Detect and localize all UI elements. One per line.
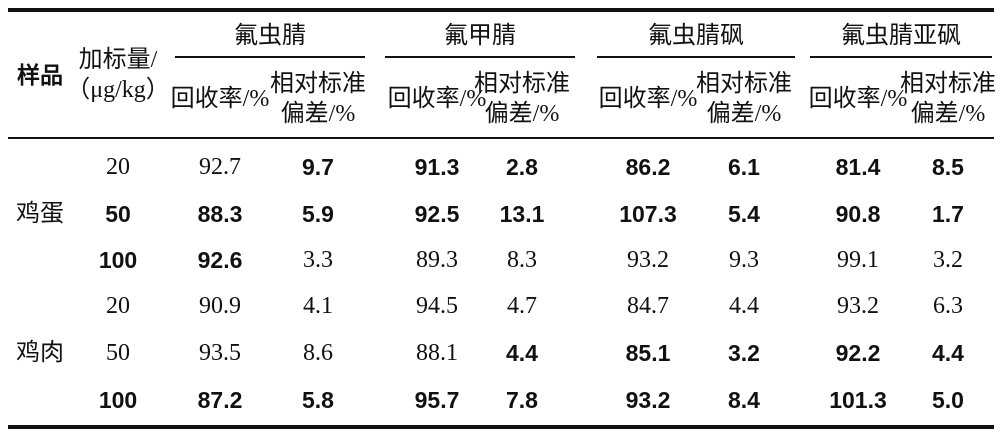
data-cell: 92.6: [197, 247, 243, 273]
data-cell: 90.9: [199, 293, 241, 319]
data-cell: 93.2: [627, 247, 669, 273]
data-cell: 3.2: [728, 340, 760, 366]
group-rule: [385, 56, 575, 58]
header-cell: 加标量/ （μg/kg）: [66, 47, 170, 103]
spike-level: 50: [105, 201, 131, 227]
sub-header: 相对标准 偏差/%: [900, 71, 996, 127]
data-cell: 9.7: [302, 154, 334, 180]
spike-level: 100: [98, 387, 138, 413]
group-header: 氟虫腈亚砜: [841, 23, 961, 49]
spike-level: 50: [106, 340, 130, 366]
data-cell: 95.7: [414, 387, 460, 413]
data-cell: 8.6: [303, 340, 333, 366]
data-cell: 92.5: [414, 201, 460, 227]
data-cell: 6.1: [728, 154, 760, 180]
group-rule: [175, 56, 365, 58]
data-cell: 88.1: [416, 340, 458, 366]
data-cell: 101.3: [829, 387, 887, 413]
sub-header: 回收率/%: [170, 86, 270, 112]
data-cell: 3.3: [303, 247, 333, 273]
data-cell: 93.5: [199, 340, 241, 366]
data-cell: 94.5: [416, 293, 458, 319]
group-header: 氟虫腈: [234, 23, 306, 49]
data-cell: 8.5: [932, 154, 964, 180]
data-cell: 7.8: [506, 387, 538, 413]
data-cell: 93.2: [837, 293, 879, 319]
data-cell: 99.1: [837, 247, 879, 273]
data-cell: 13.1: [499, 201, 545, 227]
data-cell: 8.4: [728, 387, 760, 413]
top-rule: [8, 8, 994, 12]
sub-header: 相对标准 偏差/%: [474, 71, 570, 127]
bottom-rule: [8, 425, 994, 429]
group-header: 氟虫腈砜: [648, 23, 744, 49]
data-cell: 5.8: [302, 387, 334, 413]
group-rule: [810, 56, 992, 58]
data-cell: 1.7: [932, 201, 964, 227]
header-rule: [8, 137, 994, 139]
data-cell: 3.2: [933, 247, 963, 273]
sub-header: 回收率/%: [808, 86, 908, 112]
data-cell: 4.7: [507, 293, 537, 319]
sample-name: 鸡肉: [16, 340, 64, 366]
sub-header: 相对标准 偏差/%: [696, 71, 792, 127]
group-rule: [597, 56, 795, 58]
spike-level: 20: [106, 154, 130, 180]
data-cell: 86.2: [625, 154, 671, 180]
data-cell: 5.4: [728, 201, 760, 227]
group-header: 氟甲腈: [444, 23, 516, 49]
sample-name: 鸡蛋: [16, 201, 64, 227]
data-cell: 4.4: [506, 340, 538, 366]
data-cell: 2.8: [506, 154, 538, 180]
spike-level: 20: [106, 293, 130, 319]
data-cell: 6.3: [933, 293, 963, 319]
data-cell: 8.3: [507, 247, 537, 273]
data-cell: 87.2: [197, 387, 243, 413]
data-cell: 92.2: [835, 340, 881, 366]
data-cell: 84.7: [627, 293, 669, 319]
spike-level: 100: [98, 247, 138, 273]
header-cell: 样品: [17, 62, 63, 88]
data-cell: 4.1: [303, 293, 333, 319]
data-cell: 5.9: [302, 201, 334, 227]
data-cell: 4.4: [729, 293, 759, 319]
data-cell: 89.3: [416, 247, 458, 273]
sub-header: 回收率/%: [598, 86, 698, 112]
data-cell: 9.3: [729, 247, 759, 273]
data-cell: 93.2: [625, 387, 671, 413]
data-cell: 92.7: [199, 154, 241, 180]
data-cell: 85.1: [625, 340, 671, 366]
data-cell: 91.3: [414, 154, 460, 180]
data-cell: 5.0: [932, 387, 964, 413]
data-cell: 81.4: [835, 154, 881, 180]
data-cell: 4.4: [932, 340, 964, 366]
data-cell: 90.8: [835, 201, 881, 227]
data-cell: 107.3: [619, 201, 677, 227]
sub-header: 回收率/%: [387, 86, 487, 112]
data-cell: 88.3: [197, 201, 243, 227]
sub-header: 相对标准 偏差/%: [270, 71, 366, 127]
